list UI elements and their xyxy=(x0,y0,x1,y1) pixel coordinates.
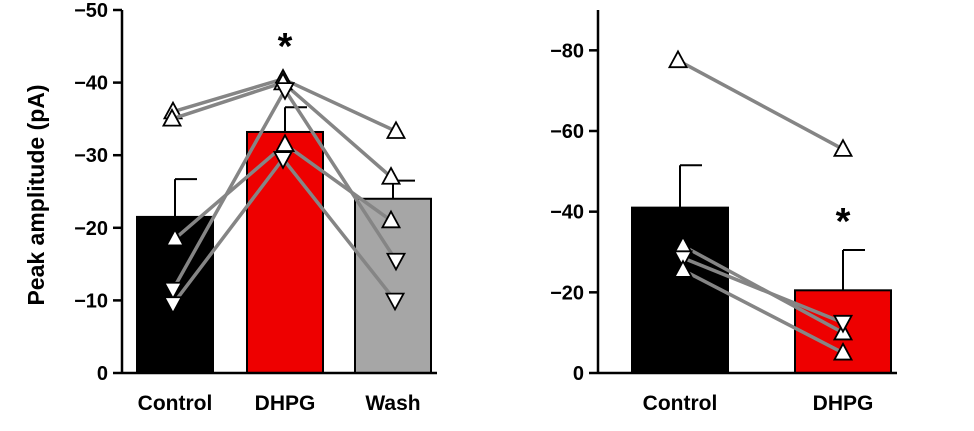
triangle-down-marker xyxy=(385,252,407,272)
left-panel-bar-chart: 0 −10 −20 −30 −40 −50 * Control DHPG Wash xyxy=(74,0,437,415)
triangle-up-marker xyxy=(380,166,402,185)
y-tick-label: 0 xyxy=(573,363,584,385)
bar-control xyxy=(631,206,729,374)
x-category-label: DHPG xyxy=(813,392,874,415)
y-tick-label: −60 xyxy=(550,121,584,143)
triangle-down-marker xyxy=(162,281,184,301)
x-category-label: DHPG xyxy=(255,392,316,415)
y-tick-label: −40 xyxy=(550,202,584,224)
triangle-up-marker xyxy=(161,108,183,127)
cell-trace xyxy=(677,58,844,151)
triangle-down-marker xyxy=(272,151,294,170)
triangle-up-marker xyxy=(667,49,689,69)
triangle-up-marker xyxy=(164,227,186,247)
y-tick-label: −50 xyxy=(74,0,108,22)
triangle-down-marker xyxy=(274,82,296,101)
triangle-up-marker xyxy=(274,133,296,152)
right-panel-bar-chart: 0 −20 −40 −60 −80 * Control DHPG xyxy=(550,10,897,415)
significance-star: * xyxy=(278,26,293,68)
triangle-up-marker xyxy=(380,209,402,229)
triangle-up-marker xyxy=(832,341,854,361)
y-tick-label: −80 xyxy=(550,40,584,62)
x-category-label: Control xyxy=(643,392,718,415)
triangle-down-marker xyxy=(672,250,694,269)
x-category-label: Wash xyxy=(365,392,420,415)
y-tick-label: −10 xyxy=(74,290,108,312)
triangle-down-marker xyxy=(384,292,406,312)
y-tick-label: −20 xyxy=(550,282,584,304)
y-tick-label: −30 xyxy=(74,145,108,167)
y-axis-label: Peak amplitude (pA) xyxy=(23,84,49,305)
cell-trace xyxy=(682,268,844,355)
cell-trace xyxy=(682,256,844,325)
x-category-label: Control xyxy=(138,392,213,415)
triangle-down-marker xyxy=(162,296,184,315)
y-tick-label: 0 xyxy=(97,363,108,385)
significance-star: * xyxy=(836,201,851,243)
bar-dhpg xyxy=(246,130,324,374)
y-tick-label: −20 xyxy=(74,218,108,240)
triangle-up-marker xyxy=(672,259,694,278)
triangle-up-marker xyxy=(832,138,854,157)
y-tick-label: −40 xyxy=(74,73,108,95)
triangle-up-marker xyxy=(385,120,407,139)
triangle-down-marker xyxy=(832,314,854,334)
